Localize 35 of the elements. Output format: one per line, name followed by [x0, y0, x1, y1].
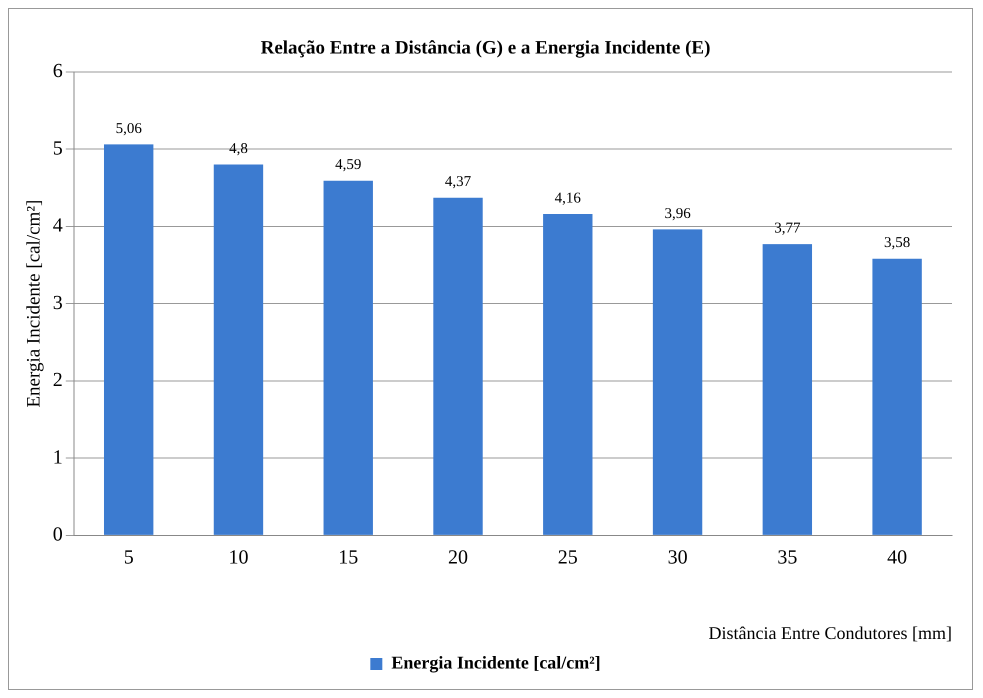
x-tick-label: 25 — [558, 546, 578, 569]
y-tick-label: 5 — [52, 137, 63, 160]
data-label: 5,06 — [116, 120, 142, 137]
x-tick-label: 35 — [777, 546, 798, 569]
y-tick-label: 6 — [52, 60, 63, 82]
x-tick-label: 5 — [124, 546, 134, 569]
data-label: 4,8 — [229, 140, 248, 157]
y-tick-label: 4 — [52, 214, 63, 237]
bar — [214, 164, 264, 535]
bar — [872, 258, 922, 535]
y-tick-label: 1 — [52, 446, 63, 468]
data-label: 3,58 — [884, 235, 910, 252]
y-tick-label: 3 — [52, 292, 63, 314]
bar — [762, 244, 812, 535]
data-label: 4,59 — [335, 157, 362, 174]
chart-title: Relação Entre a Distância (G) e a Energia Incidente (E) — [260, 37, 710, 58]
bar — [652, 229, 702, 535]
x-tick-label: 10 — [228, 546, 248, 569]
y-tick-label: 0 — [52, 524, 63, 546]
legend-label: Energia Incidente [cal/cm²] — [391, 652, 601, 673]
x-axis-title: Distância Entre Condutores [mm] — [708, 622, 952, 643]
bar — [433, 198, 483, 535]
y-tick-label: 2 — [52, 369, 63, 392]
data-label: 4,37 — [444, 174, 472, 190]
x-tick-label: 30 — [668, 546, 688, 569]
data-label: 4,16 — [554, 190, 582, 206]
bar — [104, 144, 154, 535]
bar — [543, 214, 592, 535]
data-label: 3,77 — [774, 220, 801, 237]
x-tick-label: 20 — [448, 546, 468, 569]
bar — [324, 180, 373, 535]
data-label: 3,96 — [664, 206, 692, 222]
x-tick-label: 40 — [887, 546, 908, 569]
x-tick-label: 15 — [338, 546, 358, 569]
y-axis-title: Energia Incidente [cal/cm²] — [23, 200, 44, 408]
